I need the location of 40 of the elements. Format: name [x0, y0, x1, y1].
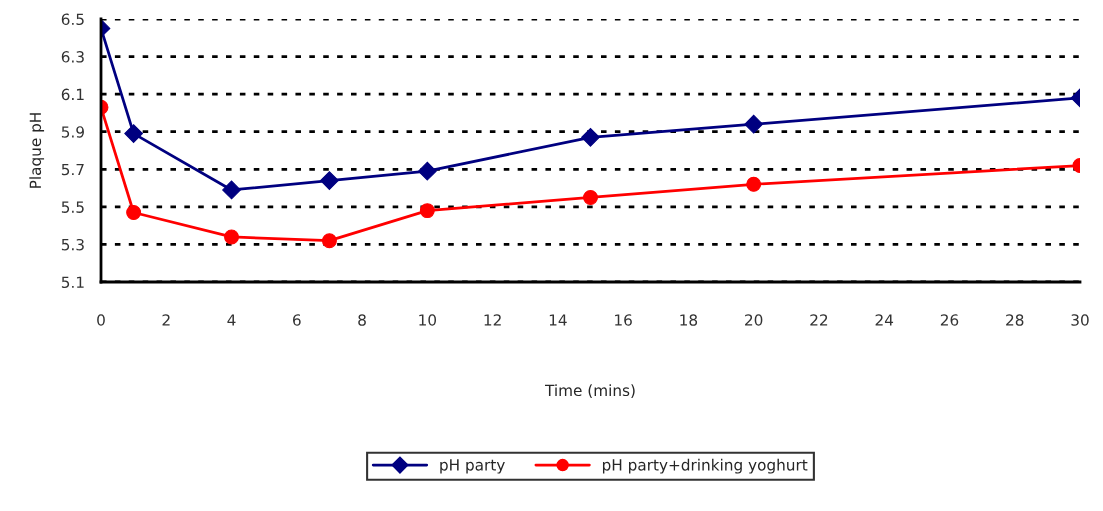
- y-tick-label: 5.3: [61, 238, 84, 251]
- point: [419, 203, 435, 219]
- x-tick-label: 20: [745, 314, 763, 326]
- x-tick-label: 6: [293, 314, 301, 326]
- x-tick-label: 30: [1071, 314, 1089, 326]
- point: [744, 114, 764, 134]
- x-tick-label: 10: [419, 314, 437, 326]
- point: [321, 233, 337, 249]
- y-tick-label: 5.5: [61, 201, 84, 213]
- point: [581, 127, 600, 147]
- point: [320, 171, 339, 190]
- x-tick-label: 16: [615, 314, 632, 326]
- point: [124, 124, 143, 143]
- y-tick-label: 6.5: [61, 13, 84, 26]
- x-tick-label: 2: [162, 314, 170, 326]
- y-tick-label: 6.1: [61, 88, 84, 101]
- point: [126, 205, 142, 220]
- y-tick-label: 5.1: [61, 276, 84, 289]
- x-tick-label: 28: [1006, 314, 1024, 326]
- point: [222, 180, 241, 200]
- point: [417, 161, 437, 181]
- x-tick-label: 4: [227, 314, 236, 326]
- x-tick-label: 8: [358, 314, 366, 326]
- x-tick-label: 14: [549, 314, 567, 326]
- x-tick-label: 18: [680, 314, 698, 326]
- y-axis-title: Plaque pH: [29, 113, 45, 188]
- point: [583, 190, 598, 205]
- legend-label: pH party+drinking yoghurt: [602, 458, 808, 474]
- x-tick-label: 24: [875, 314, 894, 326]
- x-tick-label: 26: [940, 314, 959, 326]
- x-tick-label: 0: [97, 314, 105, 326]
- legend-label: pH party: [440, 459, 505, 474]
- x-axis-title: Time (mins): [544, 384, 635, 398]
- y-tick-label: 6.3: [61, 51, 84, 63]
- y-tick-label: 5.9: [61, 126, 84, 138]
- point: [746, 176, 762, 192]
- y-tick-label: 5.7: [61, 163, 84, 176]
- point: [224, 229, 239, 245]
- x-tick-label: 12: [484, 314, 501, 326]
- x-tick-label: 22: [810, 314, 828, 326]
